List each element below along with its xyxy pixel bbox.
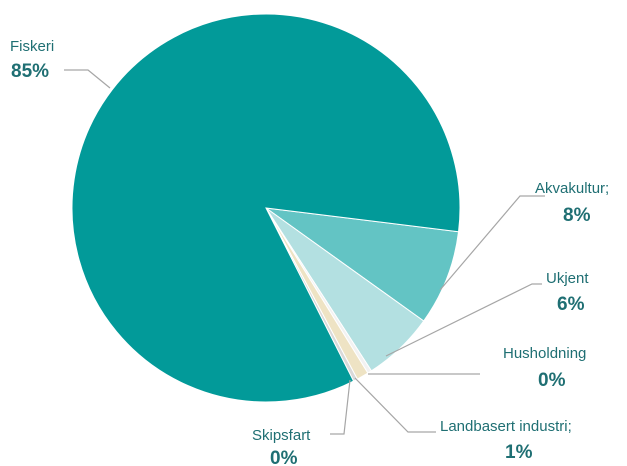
value-ukjent: 6% bbox=[557, 294, 585, 315]
label-husholdning: Husholdning bbox=[503, 345, 586, 362]
leader-line-landbasert bbox=[354, 377, 436, 433]
value-landbasert-industri: 1% bbox=[505, 442, 533, 463]
label-landbasert-industri: Landbasert industri; bbox=[440, 418, 572, 435]
label-akvakultur: Akvakultur; bbox=[535, 180, 609, 197]
value-akvakultur: 8% bbox=[563, 205, 591, 226]
pie-slices bbox=[71, 13, 461, 403]
label-fiskeri: Fiskeri bbox=[10, 38, 54, 55]
slice-labels: Fiskeri 85% Akvakultur; 8% Ukjent 6% Hus… bbox=[10, 38, 609, 466]
pie-slice-akvakultur bbox=[265, 207, 460, 322]
pie-slice-fiskeri bbox=[71, 13, 461, 403]
leader-line-skipsfart bbox=[330, 379, 351, 435]
value-husholdning: 0% bbox=[538, 370, 566, 391]
leader-line-fiskeri bbox=[64, 69, 111, 89]
label-ukjent: Ukjent bbox=[546, 270, 589, 287]
value-skipsfart: 0% bbox=[270, 448, 298, 466]
leader-lines bbox=[64, 69, 545, 435]
leader-line-ukjent bbox=[385, 283, 542, 357]
leader-line-akvakultur bbox=[439, 195, 545, 291]
value-fiskeri: 85% bbox=[11, 61, 49, 82]
label-skipsfart: Skipsfart bbox=[252, 427, 311, 444]
